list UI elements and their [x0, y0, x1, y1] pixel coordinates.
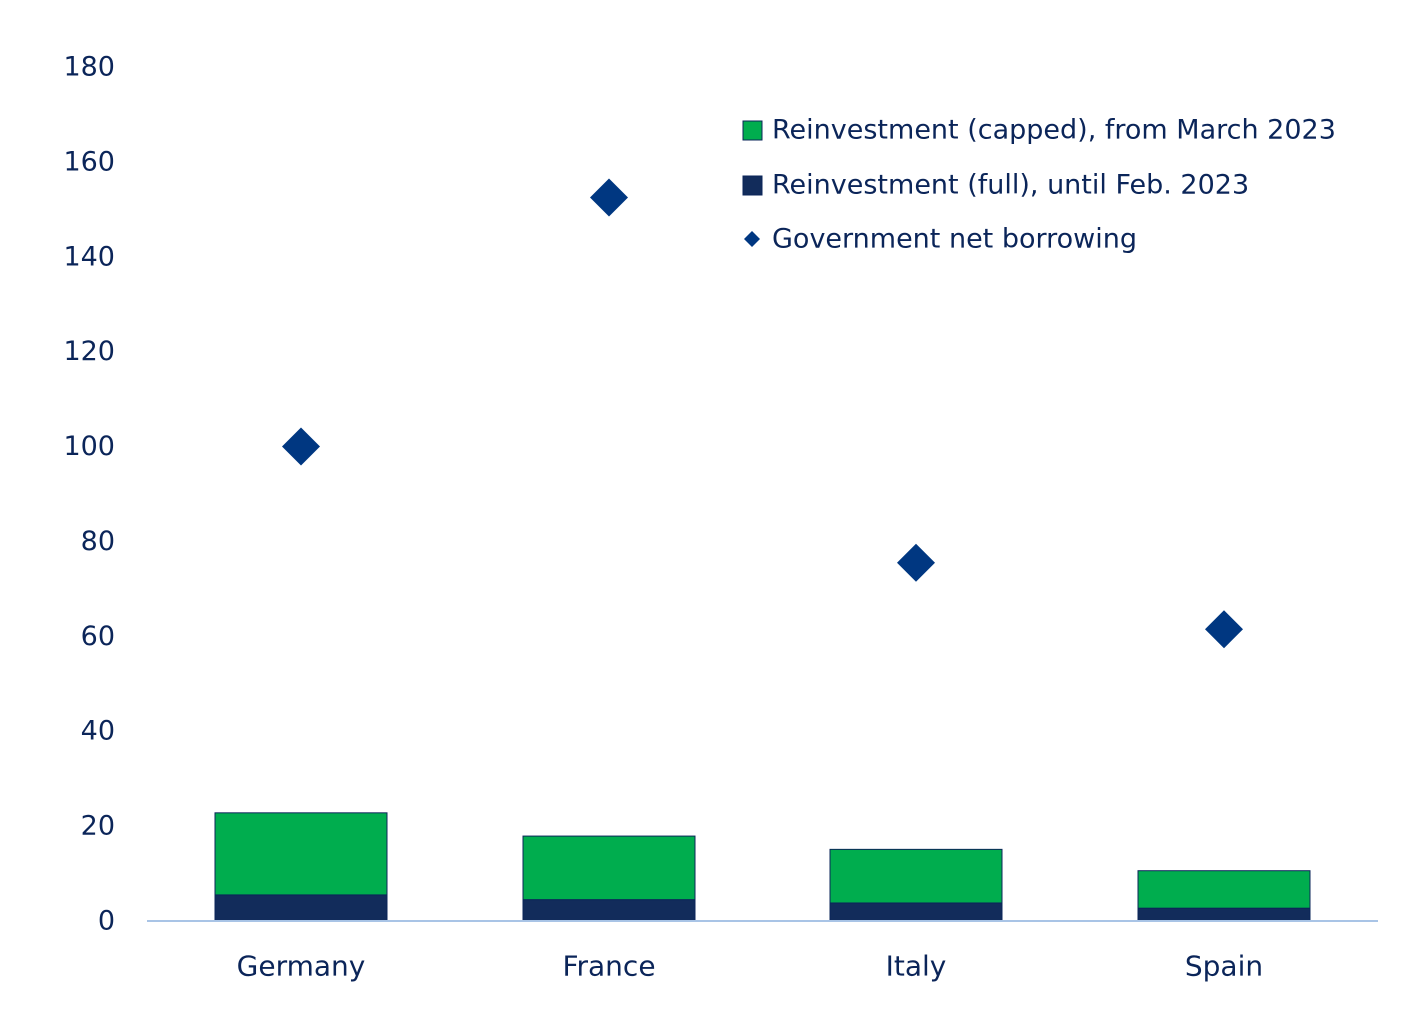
markers	[282, 178, 1243, 649]
bar-germany-reinvestment-full	[214, 894, 388, 922]
y-tick-label: 80	[81, 526, 115, 557]
legend-swatch	[742, 120, 763, 141]
legend-item-government-net-borrowing: Government net borrowing	[744, 224, 1137, 255]
bar-france-reinvestment-full	[522, 899, 696, 922]
bar-italy-reinvestment-capped	[829, 848, 1003, 904]
y-tick-label: 180	[63, 52, 115, 83]
bar-italy-reinvestment-full	[829, 902, 1003, 922]
x-tick-label-italy: Italy	[886, 950, 947, 983]
y-tick-label: 40	[81, 716, 115, 747]
bar-spain-reinvestment-capped	[1137, 870, 1311, 909]
y-tick-label: 160	[63, 146, 115, 177]
bars	[214, 812, 1311, 922]
x-axis: Germany France Italy Spain	[237, 950, 1263, 983]
y-tick-label: 60	[81, 621, 115, 652]
bar-spain-reinvestment-full	[1137, 907, 1311, 922]
legend-label: Reinvestment (capped), from March 2023	[772, 115, 1336, 146]
legend-swatch	[742, 175, 763, 196]
legend-label: Reinvestment (full), until Feb. 2023	[772, 170, 1249, 201]
legend-item-reinvestment-full: Reinvestment (full), until Feb. 2023	[742, 170, 1249, 201]
marker-italy-net-borrowing	[897, 543, 935, 582]
legend: Reinvestment (capped), from March 2023 Re…	[742, 115, 1336, 255]
y-tick-label: 100	[63, 431, 115, 462]
legend-swatch	[744, 231, 760, 247]
marker-france-net-borrowing	[590, 178, 628, 217]
y-tick-label: 120	[63, 336, 115, 367]
y-axis: 0 20 40 60 80 100 120 140 160 180	[63, 52, 115, 937]
y-tick-label: 20	[81, 811, 115, 842]
marker-germany-net-borrowing	[282, 427, 320, 466]
marker-spain-net-borrowing	[1205, 610, 1243, 649]
x-tick-label-france: France	[562, 950, 655, 983]
legend-item-reinvestment-capped: Reinvestment (capped), from March 2023	[742, 115, 1336, 146]
legend-label: Government net borrowing	[772, 224, 1137, 255]
x-tick-label-germany: Germany	[237, 950, 366, 983]
bar-germany-reinvestment-capped	[214, 812, 388, 896]
y-tick-label: 140	[63, 241, 115, 272]
bar-france-reinvestment-capped	[522, 835, 696, 901]
x-tick-label-spain: Spain	[1185, 950, 1263, 983]
y-tick-label: 0	[98, 906, 115, 937]
